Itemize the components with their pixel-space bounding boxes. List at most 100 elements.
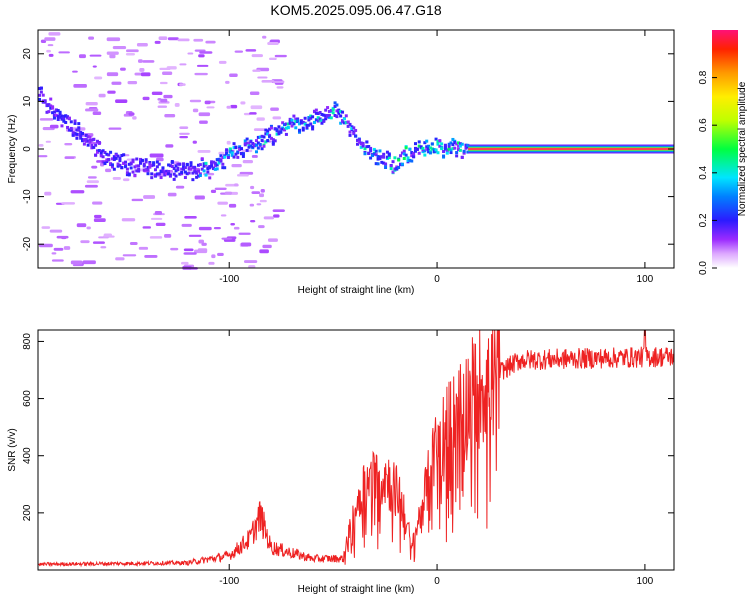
spectrogram-noise-cell: [198, 239, 205, 244]
spectrogram-ridge-cell: [135, 169, 139, 173]
spectrogram-ridge-cell: [335, 109, 339, 113]
spectrogram-ridge-cell: [129, 162, 133, 166]
spectrogram-ridge-cell: [284, 122, 288, 126]
spectrogram-noise-cell: [91, 165, 98, 169]
spectrogram-ridge-cell: [193, 170, 197, 174]
spectrogram-noise-cell: [143, 195, 156, 199]
spectrogram-ridge-cell: [434, 148, 438, 152]
spectrogram-ridge-cell: [38, 97, 41, 101]
spectrogram-ridge-cell: [228, 147, 232, 151]
spectrogram-ridge-cell: [318, 117, 322, 121]
spectrogram-noise-cell: [218, 60, 227, 64]
spectrogram-noise-cell: [242, 159, 253, 164]
spectrogram-ridge-cell: [73, 131, 77, 135]
spectrogram-noise-cell: [154, 211, 163, 215]
spectrogram-ridge-cell: [208, 176, 212, 180]
spectrogram-noise-cell: [144, 254, 158, 258]
spectrogram-ridge-cell: [458, 148, 462, 152]
spectrogram-ridge-cell: [109, 150, 113, 154]
spectrogram-ridge-cell: [258, 142, 262, 146]
spectrogram-ridge-cell: [372, 147, 376, 151]
spectrogram-ridge-cell: [52, 110, 56, 114]
spectrogram-ridge-cell: [208, 166, 212, 170]
spectrogram-ridge-cell: [152, 163, 156, 167]
spectrogram-ridge-cell: [449, 148, 453, 152]
spectrogram-noise-cell: [139, 68, 145, 72]
spectrogram-ridge-cell: [382, 155, 386, 159]
spectrogram-ridge-cell: [275, 129, 279, 133]
spectrogram-ridge-cell: [137, 167, 141, 171]
spectrogram-ridge-cell: [316, 112, 320, 116]
spectrogram-ridge-cell: [264, 128, 268, 132]
spectrogram-ridge-cell: [354, 128, 358, 132]
spectrogram-ridge-cell: [410, 154, 414, 158]
spectrogram-ridge-cell: [254, 139, 258, 143]
spectrogram-ridge-cell: [142, 164, 146, 168]
spectrogram-ridge-cell: [127, 162, 131, 166]
spectrogram-noise-cell: [198, 112, 211, 117]
spectrogram-noise-cell: [106, 72, 119, 77]
spectrogram-ridge-cell: [462, 149, 466, 153]
spectrogram-ridge-cell: [260, 139, 264, 143]
spectrogram-ridge-cell: [245, 137, 249, 141]
spectrogram-ridge-cell: [363, 147, 367, 151]
spectrogram-ridge-cell: [307, 118, 311, 122]
spectrogram-ridge-cell: [339, 110, 343, 114]
spectrogram-ridge-cell: [303, 122, 307, 126]
spectrogram-noise-cell: [250, 185, 255, 190]
spectrogram-noise-cell: [56, 235, 69, 239]
spectrogram-ridge-cell: [49, 97, 53, 101]
spectrogram-ridge-cell: [88, 138, 92, 142]
spectrogram-ridge-cell: [75, 136, 79, 140]
spectrogram-ridge-cell: [457, 148, 461, 152]
spectrogram-noise-cell: [239, 171, 254, 175]
spectrogram-ridge-cell: [384, 166, 388, 170]
spectrogram-noise-cell: [270, 107, 279, 111]
spectrogram-ridge-cell: [139, 157, 143, 161]
spectrogram-ridge-cell: [249, 140, 253, 144]
spectrogram-ridge-cell: [337, 109, 341, 113]
spectrogram-noise-cell: [106, 51, 119, 55]
spectrogram-ridge-cell: [271, 138, 275, 142]
spectrogram-noise-cell: [131, 198, 144, 202]
spectrogram-ridge-cell: [75, 132, 79, 136]
spectrogram-noise-cell: [51, 259, 64, 262]
spectrogram-ridge-cell: [223, 166, 227, 170]
spectrogram-ridge-cell: [114, 156, 118, 160]
spectrogram-ridge-cell: [451, 137, 455, 141]
spectrogram-noise-cell: [179, 136, 188, 139]
spectrogram-ridge-cell: [198, 163, 202, 167]
spectrogram-noise-cell: [61, 202, 76, 205]
spectrogram-noise-cell: [237, 174, 249, 177]
spectrogram-ridge-cell: [215, 167, 219, 171]
spectrogram-y-label: Frequency (Hz): [7, 115, 18, 184]
spectrogram-noise-cell: [224, 191, 233, 195]
spectrogram-noise-cell: [198, 54, 205, 58]
spectrogram-ridge-cell: [453, 141, 457, 145]
spectrogram-ridge-cell: [238, 145, 242, 149]
spectrogram-ridge-cell: [116, 162, 120, 166]
spectrogram-ridge-cell: [423, 141, 427, 145]
spectrogram-ridge-cell: [168, 174, 172, 178]
figure-title: KOM5.2025.095.06.47.G18: [270, 2, 441, 18]
spectrogram-ridge-cell: [254, 150, 258, 154]
spectrogram-ridge-cell: [266, 132, 270, 136]
spectrogram-noise-cell: [94, 76, 103, 80]
spectrogram-ridge-cell: [191, 171, 195, 175]
spectrogram-ridge-cell: [442, 150, 446, 154]
spectrogram-ridge-cell: [281, 127, 285, 131]
spectrogram-ridge-cell: [395, 167, 399, 171]
spectrogram-ridge-cell: [90, 146, 94, 150]
spectrogram-ridge-cell: [339, 114, 343, 118]
spectrogram-noise-cell: [177, 38, 190, 42]
spectrogram-ridge-cell: [458, 144, 462, 148]
spectrogram-ridge-cell: [58, 110, 62, 114]
spectrogram-ridge-cell: [94, 153, 98, 157]
spectrogram-ridge-cell: [150, 172, 154, 176]
spectrogram-ridge-cell: [107, 158, 111, 162]
spectrogram-ridge-cell: [380, 155, 384, 159]
spectrogram-ridge-cell: [333, 104, 337, 108]
spectrogram-noise-cell: [157, 105, 168, 108]
spectrogram-ridge-cell: [226, 154, 230, 158]
spectrogram-noise-cell: [121, 218, 136, 222]
